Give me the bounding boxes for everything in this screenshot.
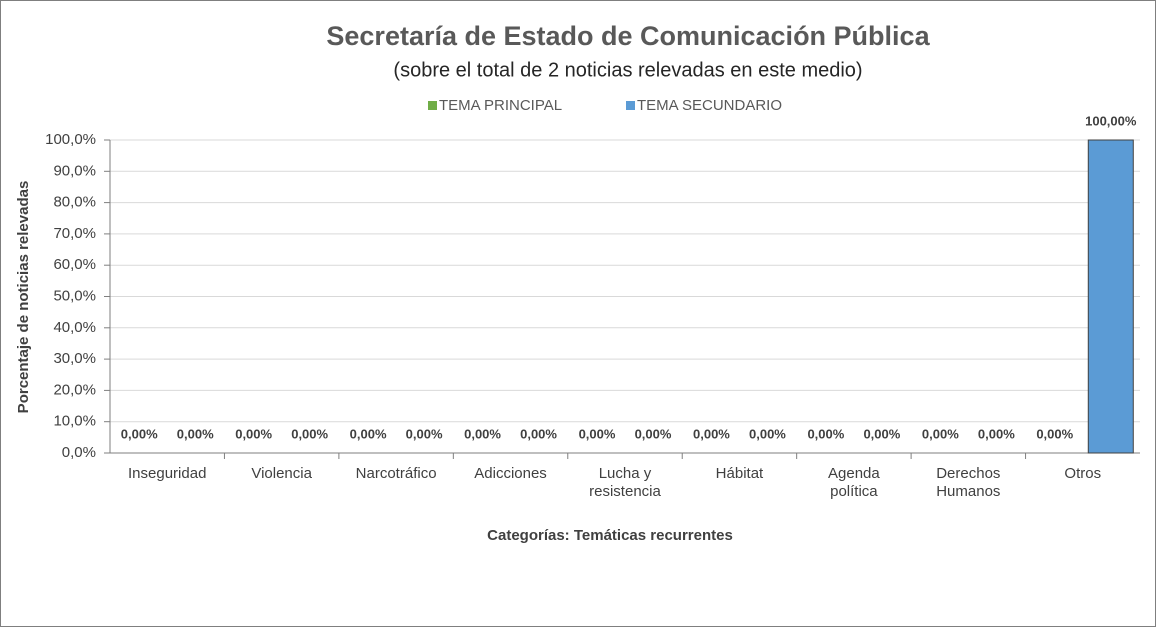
chart-title: Secretaría de Estado de Comunicación Púb…: [326, 21, 930, 51]
data-label: 100,00%: [1085, 113, 1137, 128]
legend-swatch: [626, 101, 635, 110]
y-tick-label: 80,0%: [53, 194, 96, 211]
y-tick-label: 100,0%: [45, 131, 96, 148]
data-label: 0,00%: [635, 426, 672, 441]
x-tick-label: Agenda política: [828, 465, 880, 500]
x-tick-label: Lucha y resistencia: [589, 465, 661, 500]
x-tick-label: Narcotráfico: [355, 465, 437, 482]
data-label: 0,00%: [749, 426, 786, 441]
y-tick-label: 90,0%: [53, 162, 96, 179]
y-tick-label: 10,0%: [53, 413, 96, 430]
data-label: 0,00%: [1036, 426, 1073, 441]
data-label: 0,00%: [693, 426, 730, 441]
data-label: 0,00%: [291, 426, 328, 441]
y-tick-label: 0,0%: [62, 444, 96, 461]
x-tick-label: Adicciones: [474, 465, 547, 482]
y-tick-label: 40,0%: [53, 319, 96, 336]
x-tick-label: Hábitat: [715, 465, 764, 482]
data-label: 0,00%: [978, 426, 1015, 441]
x-tick-label: Otros: [1064, 465, 1102, 482]
bar: [1087, 139, 1134, 454]
data-label: 0,00%: [922, 426, 959, 441]
y-tick-label: 70,0%: [53, 225, 96, 242]
y-tick-label: 60,0%: [53, 256, 96, 273]
y-axis-title: Porcentaje de noticias relevadas: [15, 181, 32, 414]
data-label: 0,00%: [406, 426, 443, 441]
data-label: 0,00%: [121, 426, 158, 441]
data-label: 0,00%: [464, 426, 501, 441]
data-label: 0,00%: [350, 426, 387, 441]
legend-label: TEMA SECUNDARIO: [637, 97, 782, 114]
chart-subtitle: (sobre el total de 2 noticias relevadas …: [393, 59, 862, 81]
y-tick-label: 30,0%: [53, 350, 96, 367]
x-tick-label: Derechos Humanos: [936, 465, 1001, 500]
x-axis-title: Categorías: Temáticas recurrentes: [487, 527, 733, 544]
data-label: 0,00%: [579, 426, 616, 441]
y-tick-label: 50,0%: [53, 287, 96, 304]
y-tick-label: 20,0%: [53, 381, 96, 398]
x-tick-label: Inseguridad: [128, 465, 207, 482]
data-label: 0,00%: [235, 426, 272, 441]
x-tick-label: Violencia: [251, 465, 312, 482]
data-label: 0,00%: [520, 426, 557, 441]
legend-swatch: [428, 101, 437, 110]
data-label: 0,00%: [863, 426, 900, 441]
data-label: 0,00%: [177, 426, 214, 441]
legend-label: TEMA PRINCIPAL: [439, 97, 562, 114]
data-label: 0,00%: [807, 426, 844, 441]
